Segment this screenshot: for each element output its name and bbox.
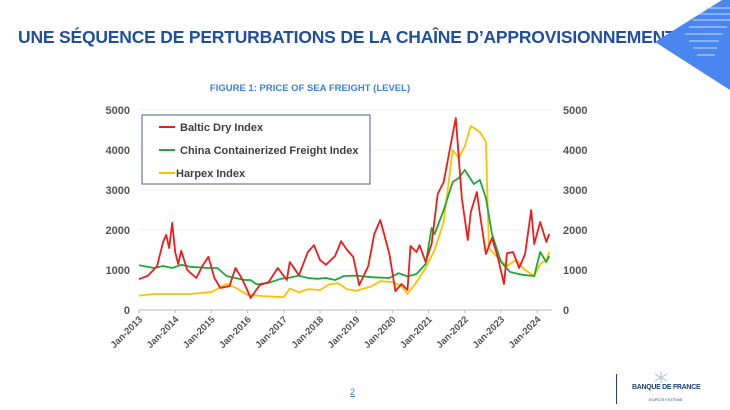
- x-tick-label: Jan-2023: [471, 314, 508, 351]
- corner-decoration: [655, 0, 730, 90]
- x-tick-label: Jan-2020: [362, 314, 399, 351]
- legend-box: [141, 114, 371, 185]
- x-tick-label: Jan-2019: [326, 314, 363, 351]
- x-tick-label: Jan-2014: [145, 314, 182, 351]
- y2-tick-label: 3000: [563, 185, 587, 197]
- x-tick-label: Jan-2021: [398, 314, 435, 351]
- y2-tick-label: 0: [563, 305, 569, 317]
- y2-tick-label: 2000: [563, 225, 587, 237]
- y-tick-label: 3000: [106, 185, 130, 197]
- y2-tick-label: 1000: [563, 265, 587, 277]
- legend: Baltic Dry Index China Containerized Frei…: [141, 114, 371, 185]
- y-tick-label: 5000: [106, 105, 130, 117]
- x-tick-label: Jan-2022: [434, 314, 471, 351]
- logo-divider: [616, 374, 617, 404]
- banque-de-france-logo: BANQUE DE FRANCE EUROSYSTÈME: [616, 372, 716, 408]
- logo-name: BANQUE DE FRANCE: [632, 384, 701, 391]
- page-number: 2: [350, 387, 356, 397]
- chart-title: FIGURE 1: PRICE OF SEA FREIGHT (LEVEL): [209, 83, 411, 94]
- x-tick-label: Jan-2024: [507, 314, 544, 351]
- y-tick-label: 0: [124, 305, 130, 317]
- series-line-0: [138, 117, 551, 299]
- x-tick-label: Jan-2015: [181, 314, 218, 351]
- legend-label: Baltic Dry Index: [180, 122, 264, 134]
- x-tick-label: Jan-2017: [253, 314, 290, 351]
- legend-label: Harpex Index: [176, 168, 246, 180]
- y2-tick-label: 4000: [563, 145, 587, 157]
- x-tick-label: Jan-2016: [217, 314, 254, 351]
- y2-tick-label: 5000: [563, 105, 587, 117]
- x-tick-label: Jan-2018: [290, 314, 327, 351]
- x-tick-label: Jan-2013: [109, 314, 146, 351]
- y-tick-label: 2000: [106, 225, 130, 237]
- logo-star-icon: [654, 372, 668, 383]
- freight-chart: 0 1000 2000 3000 4000 5000 0 1000 2000 3000 4000 50…: [106, 105, 588, 351]
- y-tick-label: 1000: [106, 265, 130, 277]
- y-tick-label: 4000: [106, 145, 130, 157]
- legend-label: China Containerized Freight Index: [180, 145, 359, 157]
- page-title: UNE SÉQUENCE DE PERTURBATIONS DE LA CHAÎ…: [18, 27, 676, 47]
- logo-subtitle: EUROSYSTÈME: [649, 397, 683, 402]
